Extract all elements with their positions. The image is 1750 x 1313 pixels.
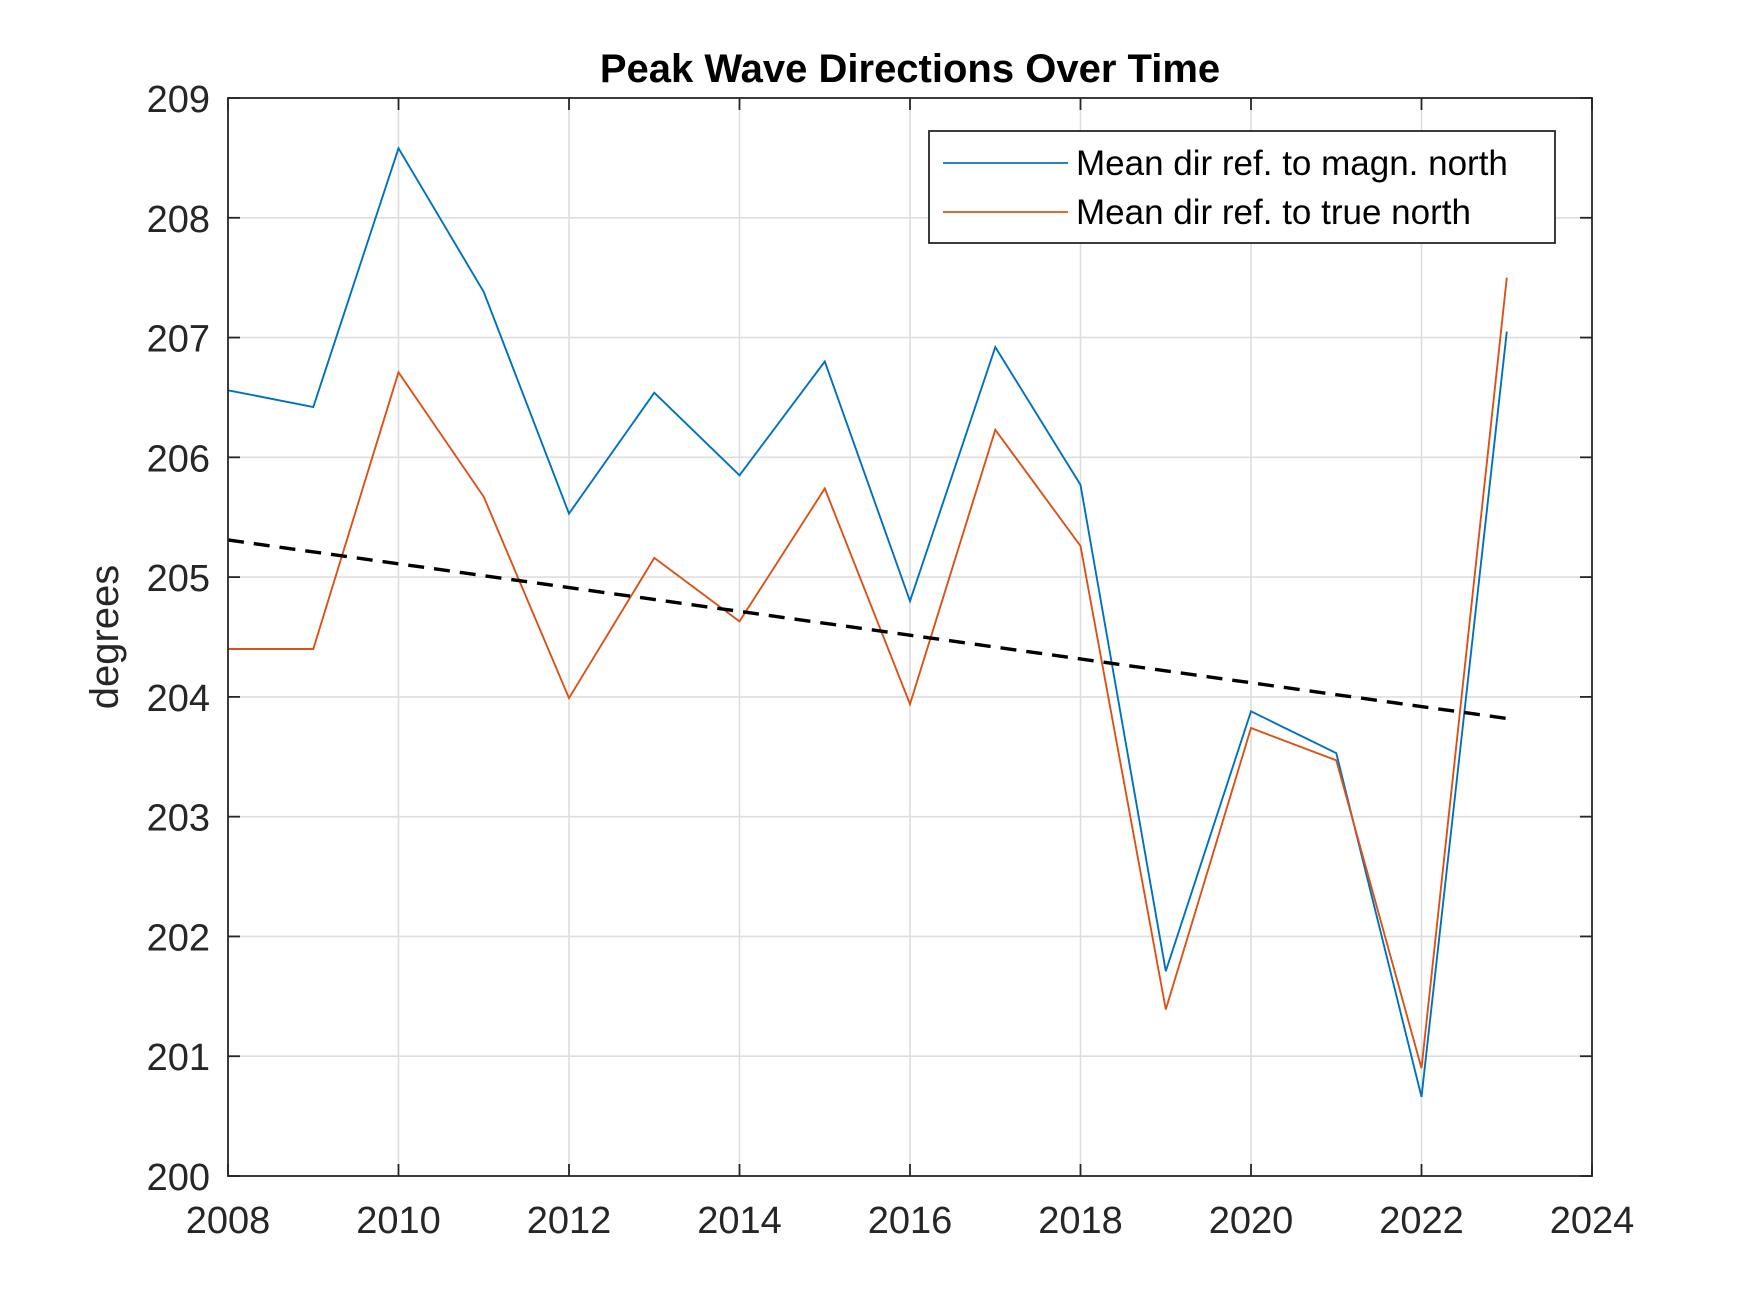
y-tick-label: 206 (147, 438, 210, 480)
y-tick-label: 208 (147, 199, 210, 241)
y-tick-label: 201 (147, 1037, 210, 1079)
y-tick-label: 204 (147, 678, 210, 720)
x-tick-label: 2010 (356, 1200, 441, 1242)
grid-lines (228, 98, 1592, 1176)
x-tick-label: 2024 (1550, 1200, 1635, 1242)
trend-dashed-line (227, 538, 1507, 721)
y-tick-label: 200 (147, 1157, 210, 1199)
y-tick-label: 207 (147, 319, 210, 361)
y-tick-labels: 200 201 202 203 204 205 206 207 208 209 (147, 79, 210, 1199)
chart-title: Peak Wave Directions Over Time (600, 47, 1220, 91)
legend: Mean dir ref. to magn. north Mean dir re… (928, 130, 1556, 244)
y-tick-label: 203 (147, 798, 210, 840)
legend-box (928, 130, 1556, 244)
trend-line (227, 538, 1507, 721)
x-tick-label: 2020 (1209, 1200, 1294, 1242)
legend-label-series-1: Mean dir ref. to true north (1076, 193, 1471, 232)
x-tick-labels: 2008 2010 2012 2014 2016 2018 2020 2022 2024 (186, 1200, 1635, 1242)
x-tick-label: 2008 (186, 1200, 271, 1242)
x-tick-label: 2018 (1038, 1200, 1123, 1242)
x-tick-label: 2016 (868, 1200, 953, 1242)
x-tick-label: 2022 (1379, 1200, 1464, 1242)
series-lines (227, 146, 1508, 1098)
y-tick-label: 202 (147, 917, 210, 959)
y-tick-label: 209 (147, 79, 210, 121)
x-tick-label: 2014 (697, 1200, 782, 1242)
x-tick-label: 2012 (527, 1200, 612, 1242)
series-line-0 (227, 146, 1508, 1098)
series-line-1 (228, 277, 1508, 1069)
y-axis-title: degrees (83, 565, 127, 710)
legend-label-series-0: Mean dir ref. to magn. north (1076, 144, 1508, 183)
y-tick-label: 205 (147, 558, 210, 600)
plot-frame (227, 97, 1593, 1177)
